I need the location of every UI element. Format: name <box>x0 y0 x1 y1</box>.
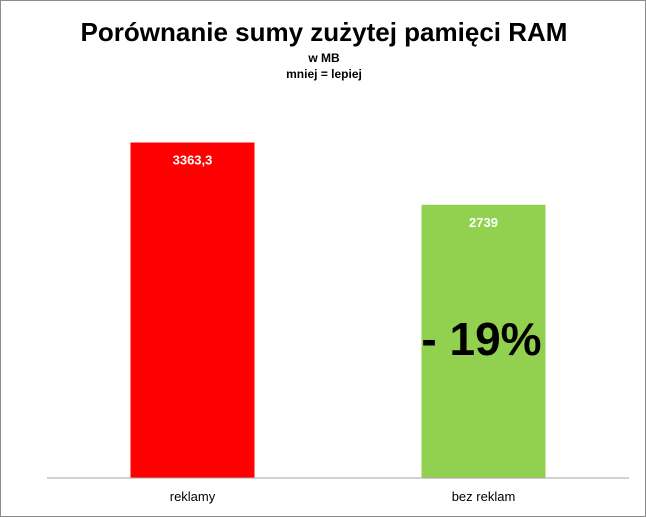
x-tick-label: bez reklam <box>452 489 516 504</box>
chart-title: Porównanie sumy zużytej pamięci RAM <box>81 17 568 47</box>
x-tick-label: reklamy <box>170 489 216 504</box>
chart-subtitle-note: mniej = lepiej <box>286 67 362 81</box>
bar-bez-reklam <box>421 204 546 478</box>
bar-value-label: 2739 <box>469 215 498 230</box>
bars-group: 3363,3 2739 <box>130 142 546 478</box>
chart-subtitle-unit: w MB <box>307 51 340 65</box>
percent-change-annotation: - 19% <box>421 313 541 365</box>
bar-reklamy <box>130 142 255 478</box>
bar-value-label: 3363,3 <box>173 153 213 168</box>
x-axis-tick-labels: reklamy bez reklam <box>170 489 516 504</box>
